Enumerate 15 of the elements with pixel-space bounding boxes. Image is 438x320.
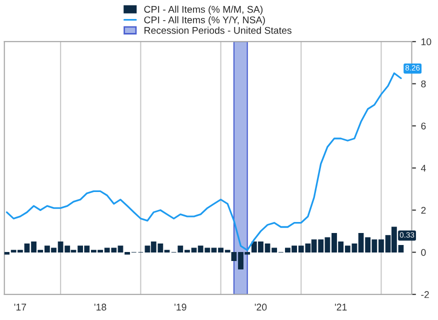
x-tick-label: '21 xyxy=(334,304,347,310)
y-tick-label: 4 xyxy=(420,164,426,172)
y-tick-label: 0 xyxy=(421,249,426,256)
y-tick-label: 10 xyxy=(421,38,432,46)
legend-label: Recession Periods - United States xyxy=(144,26,292,34)
x-tick-label: '18 xyxy=(94,304,106,311)
x-tick-label: '17 xyxy=(14,304,26,310)
legend-label: CPI - All Items (% M/M, SA) xyxy=(144,6,263,15)
y-tick-label: -2 xyxy=(421,291,429,298)
y-tick-label: 6 xyxy=(421,122,426,130)
y-tick-label: 2 xyxy=(421,206,426,214)
legend-label: CPI - All Items (% Y/Y, NSA) xyxy=(144,16,265,26)
x-tick-label: '20 xyxy=(254,304,267,311)
y-tick-label: 8 xyxy=(421,80,426,88)
x-tick-label: '19 xyxy=(174,304,186,311)
